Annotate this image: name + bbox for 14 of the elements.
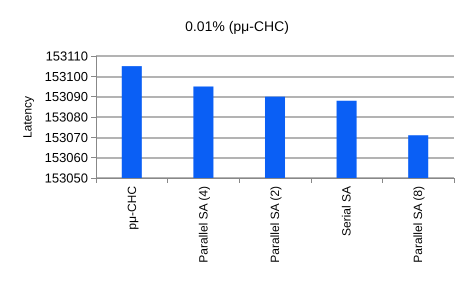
x-tick-label: Parallel SA (2)	[268, 186, 282, 263]
y-tick-label: 153080	[44, 110, 88, 124]
x-tick-label: Serial SA	[340, 186, 354, 236]
x-tick-label: pμ-CHC	[124, 186, 139, 230]
y-tick-label: 153060	[44, 150, 88, 166]
x-tick-label: Parallel SA (4)	[196, 186, 210, 263]
y-axis-title: Latency	[20, 96, 35, 138]
y-tick-label: 153070	[44, 130, 88, 145]
y-tick-label: 153110	[46, 48, 88, 64]
y-tick-label: 153050	[44, 170, 88, 186]
chart-title: 0.01% (pμ-CHC)	[185, 18, 289, 34]
y-tick-label: 153090	[44, 89, 88, 104]
y-tick-label: 153100	[44, 68, 88, 84]
x-tick-label: Parallel SA (8)	[411, 186, 426, 263]
